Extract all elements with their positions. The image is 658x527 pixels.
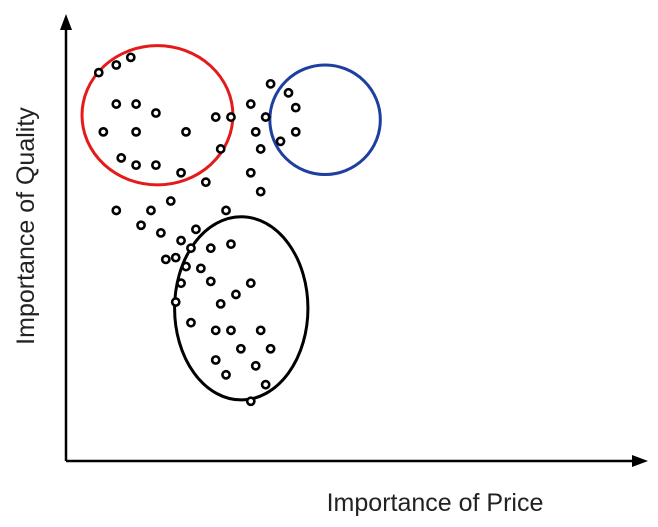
data-point [205, 276, 216, 287]
data-point [245, 396, 256, 407]
data-point [151, 108, 161, 118]
data-point [125, 52, 136, 63]
data-point [235, 343, 246, 354]
data-point [245, 99, 256, 109]
data-point [186, 317, 196, 328]
data-point [260, 379, 271, 390]
data-point [186, 243, 196, 254]
data-point [93, 67, 104, 78]
data-point [275, 136, 286, 147]
data-point [195, 263, 206, 274]
data-point [155, 228, 166, 238]
data-point [131, 126, 142, 137]
x-axis-arrow [632, 455, 648, 467]
data-point [176, 278, 186, 289]
data-point [131, 160, 142, 171]
data-point [136, 220, 146, 231]
data-point [200, 177, 211, 188]
axes [60, 14, 648, 467]
data-point [160, 254, 171, 265]
data-point [210, 112, 221, 122]
cluster-ellipse-black [173, 215, 310, 402]
data-point [283, 87, 294, 98]
data-point [226, 325, 236, 336]
data-point [116, 153, 127, 163]
data-point [265, 78, 276, 89]
data-point [226, 239, 236, 250]
data-point [221, 205, 231, 216]
cluster-ellipse-blue [268, 63, 382, 177]
data-point [221, 369, 231, 380]
data-point [290, 102, 301, 113]
y-axis-arrow [60, 14, 72, 30]
data-point [290, 126, 301, 137]
data-point [131, 99, 142, 109]
data-point [215, 144, 226, 154]
data-point [181, 126, 191, 137]
data-point [151, 160, 161, 171]
data-point [111, 99, 122, 109]
data-point [250, 126, 261, 137]
data-point [176, 167, 186, 178]
data-point [210, 325, 221, 336]
data-point [170, 252, 181, 263]
cluster-ellipses [80, 44, 382, 402]
data-point [181, 261, 191, 272]
data-point [176, 235, 186, 246]
data-point [205, 243, 216, 254]
data-points [93, 52, 301, 407]
data-point [245, 278, 256, 289]
data-point [98, 126, 109, 137]
data-point [111, 205, 122, 216]
data-point [265, 343, 276, 354]
data-point [250, 360, 261, 371]
x-axis-label: Importance of Price [327, 489, 544, 517]
data-point [255, 325, 266, 336]
data-point [255, 144, 266, 154]
data-point [111, 60, 122, 70]
data-point [231, 289, 241, 300]
data-point [210, 355, 221, 365]
data-point [215, 298, 226, 309]
data-point [260, 112, 271, 122]
data-point [226, 112, 236, 122]
data-point [165, 196, 176, 206]
data-point [146, 205, 156, 216]
data-point [191, 224, 201, 235]
data-point [245, 167, 256, 178]
data-point [255, 186, 266, 197]
y-axis-label: Importance of Quality [12, 107, 40, 345]
data-point [170, 297, 181, 307]
